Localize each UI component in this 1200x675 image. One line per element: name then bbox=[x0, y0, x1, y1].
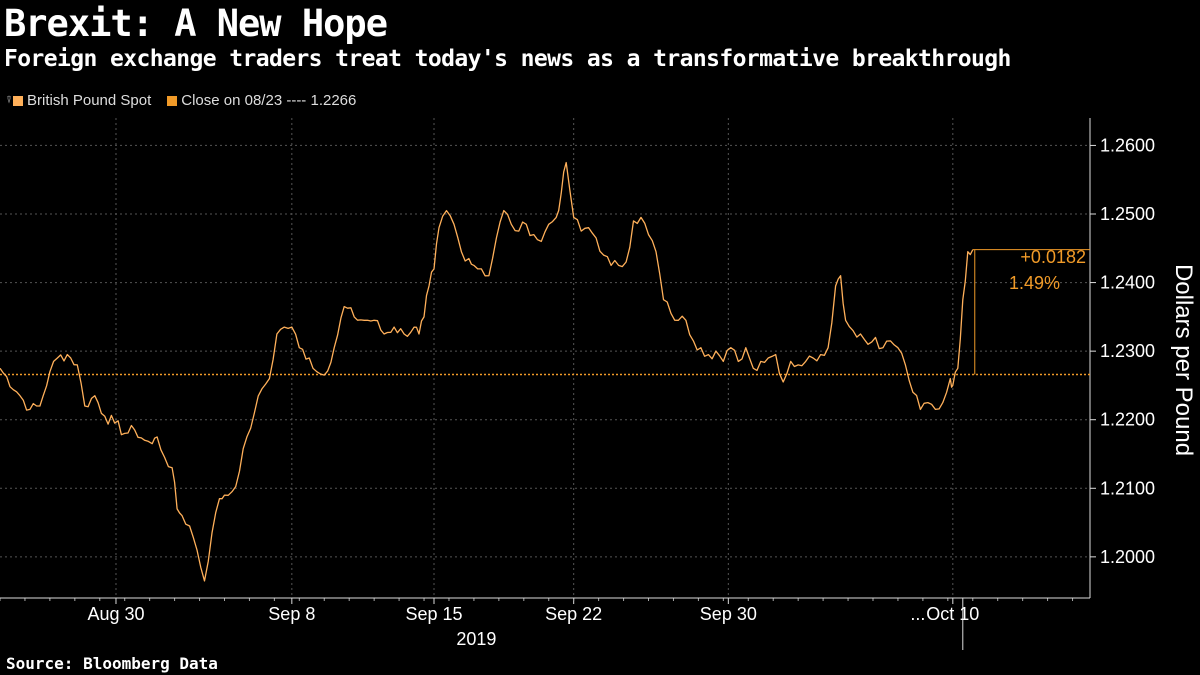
y-tick-label: 1.2400 bbox=[1100, 273, 1155, 293]
x-tick-label: Oct 10 bbox=[926, 604, 979, 624]
series-line-pound-spot bbox=[0, 161, 974, 582]
annotation-change: +0.0182 bbox=[1020, 247, 1086, 267]
y-tick-label: 1.2500 bbox=[1100, 204, 1155, 224]
series-group bbox=[0, 161, 974, 582]
chart-subtitle: Foreign exchange traders treat today's n… bbox=[4, 46, 1011, 72]
x-tick-label: Sep 15 bbox=[405, 604, 462, 624]
chart-title: Brexit: A New Hope bbox=[4, 2, 388, 45]
annotation-group: +0.0182 1.49% bbox=[972, 247, 1090, 375]
y-tick-label: 1.2100 bbox=[1100, 478, 1155, 498]
x-tick-label: Aug 30 bbox=[87, 604, 144, 624]
legend-swatch-pound-spot bbox=[13, 95, 23, 106]
x-year-label: 2019 bbox=[456, 629, 496, 649]
axes bbox=[0, 118, 1096, 650]
y-tick-label: 1.2000 bbox=[1100, 547, 1155, 567]
x-tick-label: Sep 30 bbox=[700, 604, 757, 624]
y-tick-label: 1.2300 bbox=[1100, 341, 1155, 361]
y-axis-title: Dollars per Pound bbox=[1170, 264, 1197, 456]
legend-item-close[interactable]: Close on 08/23 ---- 1.2266 bbox=[167, 92, 356, 109]
legend-item-pound-spot[interactable]: ⍒ British Pound Spot bbox=[6, 92, 151, 109]
legend-label-close: Close on 08/23 ---- 1.2266 bbox=[181, 92, 357, 109]
annotation-percent: 1.49% bbox=[1009, 273, 1060, 293]
y-tick-label: 1.2600 bbox=[1100, 135, 1155, 155]
x-tick-label: Sep 8 bbox=[268, 604, 315, 624]
legend-label-pound-spot: British Pound Spot bbox=[27, 92, 152, 109]
line-series-icon: ⍒ bbox=[6, 95, 12, 106]
x-tick-label: Sep 22 bbox=[545, 604, 602, 624]
legend: ⍒ British Pound Spot Close on 08/23 ----… bbox=[6, 92, 372, 109]
x-ellipsis: ... bbox=[910, 604, 925, 624]
gridlines bbox=[0, 118, 1090, 598]
tick-labels: 1.2600 1.2500 1.2400 1.2300 1.2200 1.2100 1.20… bbox=[87, 135, 1197, 649]
source-note: Source: Bloomberg Data bbox=[6, 654, 218, 673]
legend-swatch-close bbox=[167, 95, 178, 106]
y-tick-label: 1.2200 bbox=[1100, 410, 1155, 430]
